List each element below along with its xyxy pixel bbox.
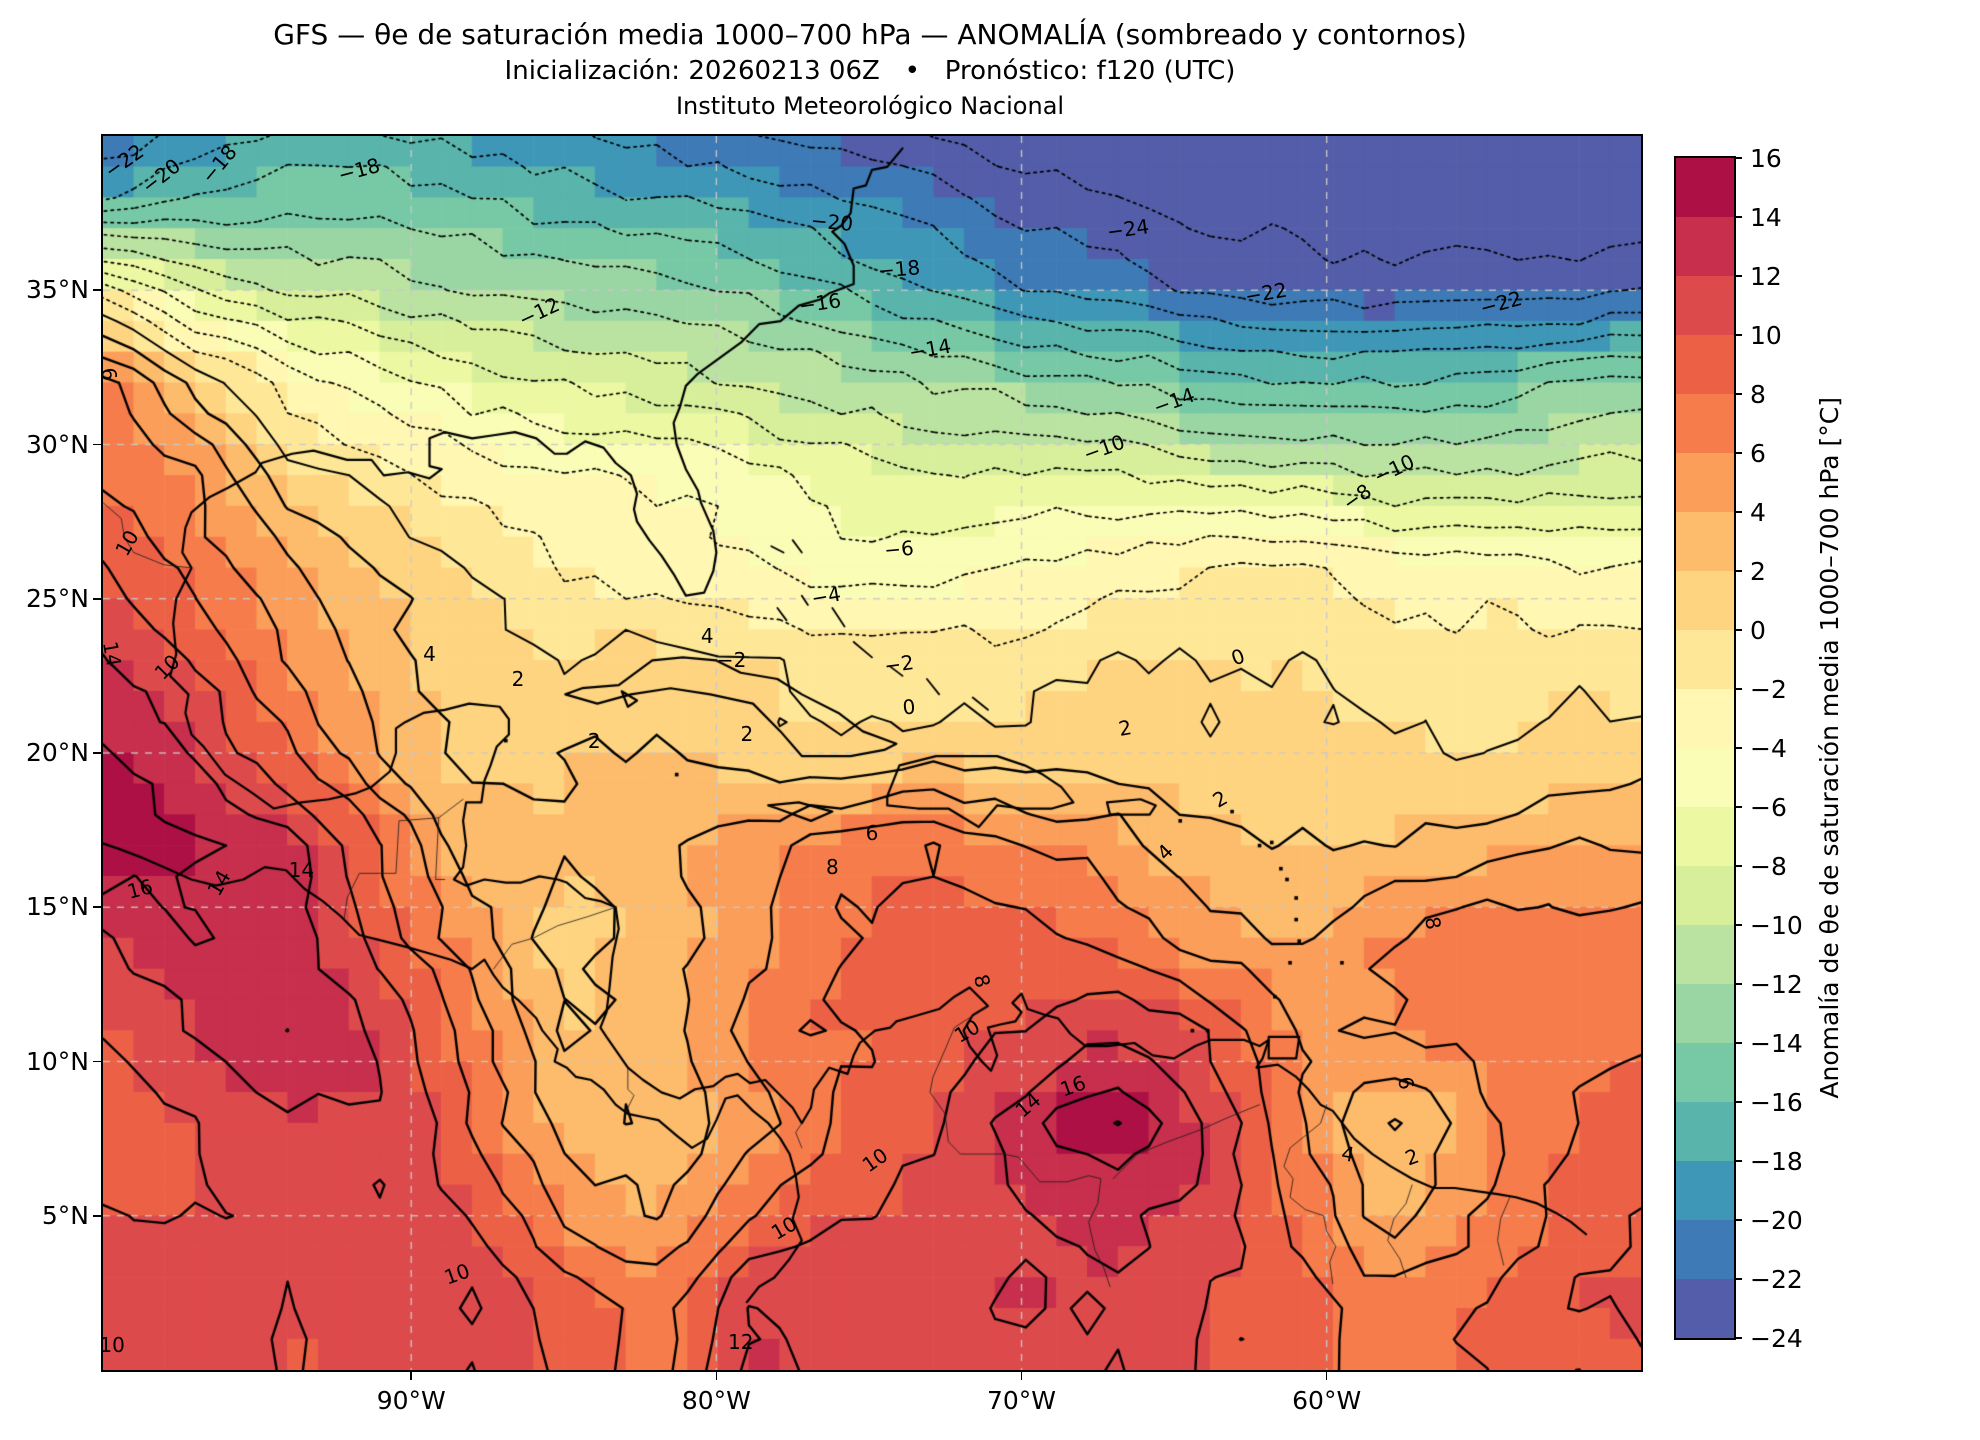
colorbar-tick-mark	[1734, 1042, 1742, 1044]
x-tick-label: 80°W	[681, 1386, 751, 1415]
colorbar-tick-label: 6	[1750, 439, 1766, 468]
colorbar-tick-mark	[1734, 806, 1742, 808]
colorbar-tick-mark	[1734, 393, 1742, 395]
y-tick-mark	[93, 906, 101, 909]
y-tick-label: 35°N	[25, 275, 89, 305]
colorbar-tick-label: −8	[1750, 852, 1787, 881]
x-tick-mark	[410, 1372, 412, 1380]
colorbar-tick-mark	[1734, 1337, 1742, 1339]
colorbar-cell	[1676, 1043, 1734, 1102]
y-tick-label: 5°N	[41, 1200, 89, 1230]
colorbar-tick-label: −6	[1750, 793, 1787, 822]
colorbar-cell	[1676, 984, 1734, 1043]
y-tick-mark	[93, 597, 101, 600]
map-frame: −22 −20 −18 −18 −24 −22 −22 −20 −18 −16 −14 −14 −12−…	[96, 134, 1643, 1372]
colorbar-cell	[1676, 512, 1734, 571]
x-tick-label: 90°W	[376, 1386, 446, 1415]
colorbar-title: Anomalía de θe de saturación media 1000–…	[1814, 397, 1844, 1099]
colorbar-cell	[1676, 453, 1734, 512]
colorbar-cell	[1676, 866, 1734, 925]
y-tick-mark	[93, 1060, 101, 1063]
x-tick-mark	[715, 1372, 718, 1380]
colorbar-tick-label: −10	[1750, 911, 1803, 940]
colorbar-tick-label: 16	[1750, 144, 1782, 173]
colorbar-cell	[1676, 1102, 1734, 1161]
colorbar-tick-mark	[1734, 688, 1742, 690]
colorbar-cell	[1676, 1220, 1734, 1279]
x-tick-label: 60°W	[1292, 1386, 1362, 1415]
chart-institution: Instituto Meteorológico Nacional	[675, 92, 1065, 120]
colorbar-tick-label: 12	[1750, 262, 1782, 291]
colorbar-tick-label: −24	[1750, 1324, 1803, 1353]
colorbar-tick-label: 8	[1750, 380, 1766, 409]
colorbar	[1674, 156, 1736, 1340]
colorbar-tick-mark	[1734, 1101, 1742, 1103]
colorbar-tick-mark	[1734, 275, 1742, 277]
colorbar-tick-label: −14	[1750, 1029, 1803, 1058]
colorbar-tick-mark	[1734, 747, 1742, 749]
colorbar-tick-mark	[1734, 216, 1742, 218]
colorbar-tick-mark	[1734, 865, 1742, 867]
colorbar-tick-mark	[1734, 1160, 1742, 1162]
y-tick-mark	[93, 443, 101, 446]
colorbar-tick-label: −20	[1750, 1206, 1803, 1235]
y-tick-label: 20°N	[25, 738, 89, 767]
colorbar-tick-label: −22	[1750, 1265, 1803, 1294]
anomaly-field-canvas	[103, 136, 1641, 1370]
colorbar-tick-mark	[1734, 334, 1742, 336]
y-tick-mark	[93, 289, 101, 292]
colorbar-cell	[1676, 1161, 1734, 1220]
y-tick-label: 15°N	[25, 892, 89, 922]
colorbar-tick-mark	[1734, 570, 1742, 572]
colorbar-tick-mark	[1734, 452, 1742, 454]
x-tick-label: 70°W	[987, 1386, 1057, 1415]
y-tick-label: 30°N	[25, 429, 89, 459]
colorbar-cell	[1676, 748, 1734, 807]
colorbar-tick-label: 14	[1750, 203, 1782, 232]
x-tick-mark	[1020, 1372, 1023, 1380]
y-tick-mark	[93, 752, 101, 754]
colorbar-title-column: Anomalía de θe de saturación media 1000–…	[1806, 156, 1852, 1340]
colorbar-cell	[1676, 158, 1734, 217]
colorbar-cell	[1676, 394, 1734, 453]
colorbar-cell	[1676, 630, 1734, 689]
colorbar-cell	[1676, 925, 1734, 984]
chart-title: GFS — θe de saturación media 1000–700 hP…	[273, 18, 1467, 51]
colorbar-tick-mark	[1734, 157, 1742, 159]
colorbar-tick-mark	[1734, 511, 1742, 513]
colorbar-cell	[1676, 1279, 1734, 1338]
y-tick-mark	[93, 1214, 101, 1217]
colorbar-tick-label: −4	[1750, 734, 1787, 763]
colorbar-tick-mark	[1734, 1278, 1742, 1280]
colorbar-tick-label: 0	[1750, 616, 1766, 645]
colorbar-tick-label: 4	[1750, 498, 1766, 527]
colorbar-tick-label: −12	[1750, 970, 1803, 999]
colorbar-cell	[1676, 276, 1734, 335]
chart-subtitle: Inicialización: 20260213 06Z • Pronóstic…	[504, 56, 1236, 86]
colorbar-cell	[1676, 571, 1734, 630]
colorbar-tick-mark	[1734, 629, 1742, 631]
y-tick-label: 10°N	[25, 1046, 89, 1076]
colorbar-tick-mark	[1734, 983, 1742, 985]
y-tick-label: 25°N	[25, 583, 89, 613]
colorbar-cell	[1676, 217, 1734, 276]
colorbar-cell	[1676, 689, 1734, 748]
colorbar-tick-label: 10	[1750, 321, 1782, 350]
colorbar-tick-mark	[1734, 1219, 1742, 1221]
colorbar-tick-mark	[1734, 924, 1742, 926]
x-tick-mark	[1325, 1372, 1328, 1380]
colorbar-tick-label: −16	[1750, 1088, 1803, 1117]
colorbar-tick-label: −18	[1750, 1147, 1803, 1176]
colorbar-cell	[1676, 807, 1734, 866]
colorbar-tick-label: −2	[1750, 675, 1787, 704]
colorbar-cell	[1676, 335, 1734, 394]
colorbar-tick-label: 2	[1750, 557, 1766, 586]
